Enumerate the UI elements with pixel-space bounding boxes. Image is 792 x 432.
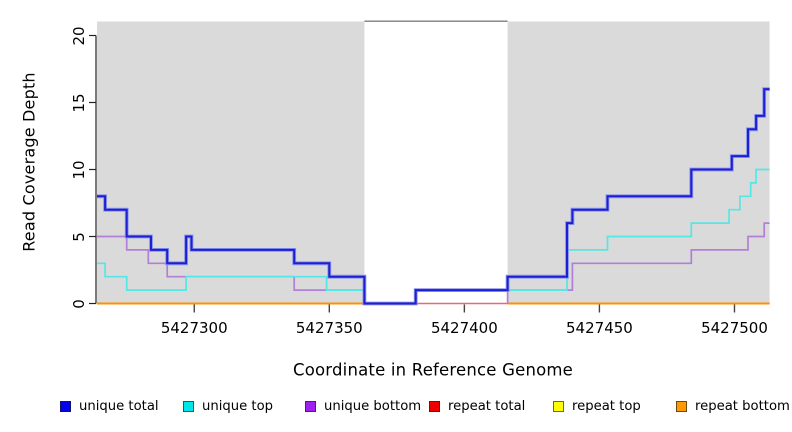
legend-item-unique-top: unique top — [183, 398, 273, 414]
y-tick-label: 10 — [70, 159, 88, 180]
legend-item-repeat-top: repeat top — [553, 398, 641, 414]
y-tick-label: 5 — [70, 231, 88, 242]
shaded-region-left — [97, 21, 365, 304]
legend-item-repeat-bottom: repeat bottom — [676, 398, 790, 414]
legend-item-repeat-total: repeat total — [429, 398, 525, 414]
y-tick-label: 0 — [70, 298, 88, 309]
legend-label: repeat total — [448, 398, 526, 414]
x-tick-label: 5427350 — [295, 319, 363, 337]
shaded-region-right — [507, 21, 770, 304]
legend-swatch-repeat-total — [429, 400, 440, 412]
y-tick-label: 15 — [70, 92, 88, 113]
legend-item-unique-total: unique total — [60, 398, 159, 414]
y-tick-label: 20 — [70, 25, 88, 46]
legend-label: repeat bottom — [695, 398, 790, 414]
legend-swatch-unique-total — [60, 400, 71, 412]
legend-swatch-unique-top — [183, 400, 194, 412]
x-tick-label: 5427500 — [701, 319, 768, 337]
legend-item-unique-bottom: unique bottom — [305, 398, 421, 414]
series-unique-total — [97, 88, 770, 305]
legend-label: unique bottom — [324, 398, 422, 414]
legend-label: unique total — [79, 398, 159, 414]
x-tick-label: 5427450 — [566, 319, 633, 337]
legend-swatch-unique-bottom — [305, 400, 316, 412]
legend-label: unique top — [202, 398, 274, 414]
x-axis-title: Coordinate in Reference Genome — [292, 360, 574, 380]
x-tick-label: 5427300 — [160, 319, 228, 337]
legend-swatch-repeat-bottom — [676, 400, 687, 412]
legend-swatch-repeat-top — [553, 400, 564, 412]
y-axis-title: Read Coverage Depth — [19, 72, 39, 252]
legend-label: repeat top — [572, 398, 641, 414]
x-tick-label: 5427400 — [430, 319, 498, 337]
